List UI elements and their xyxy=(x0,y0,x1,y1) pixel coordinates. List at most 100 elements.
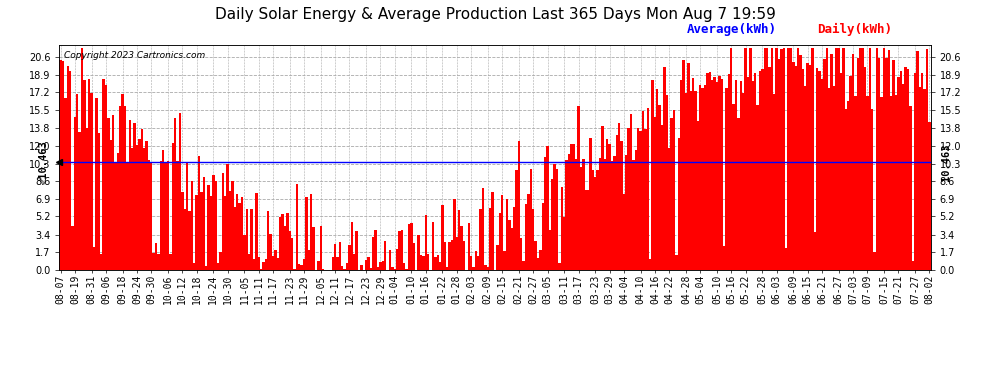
Bar xyxy=(181,192,183,270)
Bar xyxy=(675,255,677,270)
Bar xyxy=(391,267,394,270)
Bar xyxy=(572,144,575,270)
Bar xyxy=(563,217,565,270)
Bar xyxy=(183,209,186,270)
Bar xyxy=(773,94,775,270)
Bar xyxy=(444,242,446,270)
Bar xyxy=(551,180,553,270)
Bar xyxy=(775,48,778,270)
Bar xyxy=(112,116,114,270)
Bar xyxy=(919,87,921,270)
Bar xyxy=(462,241,465,270)
Bar xyxy=(589,138,592,270)
Bar xyxy=(809,65,811,270)
Bar xyxy=(618,123,621,270)
Bar xyxy=(555,169,558,270)
Text: Average(kWh): Average(kWh) xyxy=(687,23,777,36)
Bar xyxy=(721,79,723,270)
Bar xyxy=(548,230,551,270)
Text: Daily Solar Energy & Average Production Last 365 Days Mon Aug 7 19:59: Daily Solar Energy & Average Production … xyxy=(215,8,775,22)
Text: 10.463: 10.463 xyxy=(941,143,951,181)
Bar xyxy=(217,262,220,270)
Bar xyxy=(139,139,141,270)
Bar xyxy=(570,144,572,270)
Bar xyxy=(491,192,494,270)
Bar xyxy=(377,267,379,270)
Bar xyxy=(322,269,325,270)
Bar xyxy=(122,94,124,270)
Bar xyxy=(83,80,86,270)
Bar xyxy=(883,48,885,270)
Bar xyxy=(914,73,917,270)
Bar xyxy=(346,263,348,270)
Bar xyxy=(350,222,353,270)
Bar xyxy=(150,162,152,270)
Bar xyxy=(709,72,711,270)
Bar xyxy=(751,81,754,270)
Bar xyxy=(587,190,589,270)
Bar xyxy=(239,203,241,270)
Bar xyxy=(66,66,69,270)
Bar xyxy=(408,224,410,270)
Bar xyxy=(179,112,181,270)
Bar xyxy=(847,101,849,270)
Bar xyxy=(840,72,842,270)
Text: Copyright 2023 Cartronics.com: Copyright 2023 Cartronics.com xyxy=(63,51,205,60)
Bar xyxy=(907,69,909,270)
Bar xyxy=(453,199,455,270)
Bar xyxy=(114,162,117,270)
Bar xyxy=(406,269,408,270)
Bar xyxy=(403,263,406,270)
Bar xyxy=(785,248,787,270)
Bar xyxy=(582,159,584,270)
Bar xyxy=(212,175,215,270)
Bar xyxy=(169,254,171,270)
Bar xyxy=(439,262,442,270)
Bar xyxy=(501,195,503,270)
Bar xyxy=(293,268,296,270)
Bar xyxy=(136,145,139,270)
Bar xyxy=(528,194,530,270)
Bar xyxy=(110,140,112,270)
Bar xyxy=(303,259,305,270)
Bar xyxy=(856,58,859,270)
Bar xyxy=(740,81,742,270)
Bar xyxy=(506,199,508,270)
Bar xyxy=(611,161,613,270)
Bar xyxy=(868,48,871,270)
Bar xyxy=(159,160,162,270)
Bar xyxy=(758,71,761,270)
Bar xyxy=(540,250,542,270)
Bar xyxy=(410,224,413,270)
Bar xyxy=(215,181,217,270)
Bar xyxy=(310,194,313,270)
Bar xyxy=(814,232,816,270)
Bar xyxy=(665,95,668,270)
Bar xyxy=(537,258,540,270)
Bar xyxy=(532,209,535,270)
Bar xyxy=(418,235,420,270)
Bar xyxy=(606,139,609,270)
Bar xyxy=(272,256,274,270)
Bar xyxy=(880,97,883,270)
Bar xyxy=(854,96,856,270)
Bar xyxy=(795,66,797,270)
Bar xyxy=(895,95,897,270)
Bar xyxy=(260,269,262,270)
Bar xyxy=(475,251,477,270)
Bar xyxy=(863,67,866,270)
Bar xyxy=(682,60,685,270)
Bar xyxy=(224,196,227,270)
Bar xyxy=(735,80,738,270)
Bar xyxy=(448,242,450,270)
Bar xyxy=(601,126,604,270)
Bar xyxy=(836,48,838,270)
Bar xyxy=(286,213,288,270)
Bar xyxy=(873,252,876,270)
Bar xyxy=(95,98,98,270)
Bar xyxy=(105,85,107,270)
Bar xyxy=(257,257,260,270)
Bar xyxy=(728,74,730,270)
Bar xyxy=(525,204,528,270)
Bar xyxy=(207,185,210,270)
